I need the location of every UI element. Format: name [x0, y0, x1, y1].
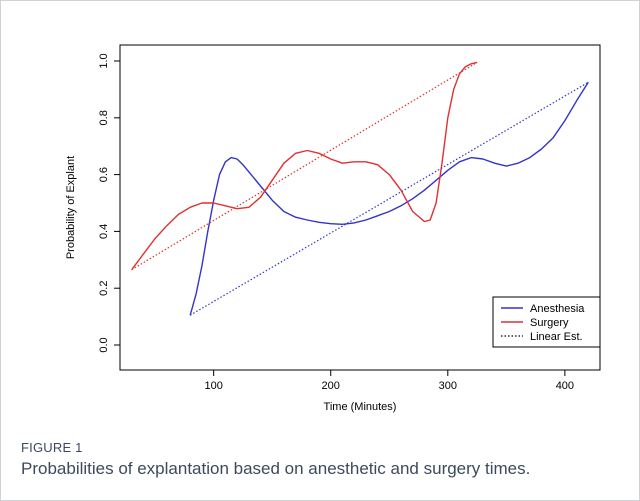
- legend-label: Anesthesia: [530, 303, 585, 315]
- y-axis: 0.0 0.2 0.4 0.6 0.8 1.0: [98, 53, 121, 353]
- line-chart: 100 200 300 400 0.0 0.2 0.4 0.6 0.8 1.0 Time (Mi…: [65, 44, 601, 413]
- anesthesia-series-line: [189, 81, 589, 316]
- y-tick-label: 0.4: [98, 224, 110, 239]
- x-axis-label: Time (Minutes): [324, 401, 397, 413]
- y-tick-label: 1.0: [98, 53, 110, 68]
- y-tick-label: 0.0: [98, 337, 110, 352]
- figure-label: FIGURE 1: [21, 440, 83, 455]
- y-axis-label: Probability of Explant: [65, 156, 77, 259]
- x-tick-label: 300: [439, 380, 457, 392]
- series-layer: [131, 61, 589, 316]
- y-tick-label: 0.8: [98, 110, 110, 125]
- legend: Anesthesia Surgery Linear Est.: [492, 296, 601, 348]
- legend-label: Linear Est.: [530, 331, 583, 343]
- x-tick-label: 200: [322, 380, 340, 392]
- surgery-series-line: [131, 61, 478, 271]
- y-tick-label: 0.6: [98, 167, 110, 182]
- figure-caption: Probabilities of explantation based on a…: [21, 459, 531, 478]
- x-tick-label: 400: [556, 380, 574, 392]
- x-axis: 100 200 300 400: [204, 369, 574, 392]
- y-tick-label: 0.2: [98, 281, 110, 296]
- linear-estimate-series-line: [131, 61, 478, 271]
- legend-label: Surgery: [530, 317, 569, 329]
- x-tick-label: 100: [204, 380, 222, 392]
